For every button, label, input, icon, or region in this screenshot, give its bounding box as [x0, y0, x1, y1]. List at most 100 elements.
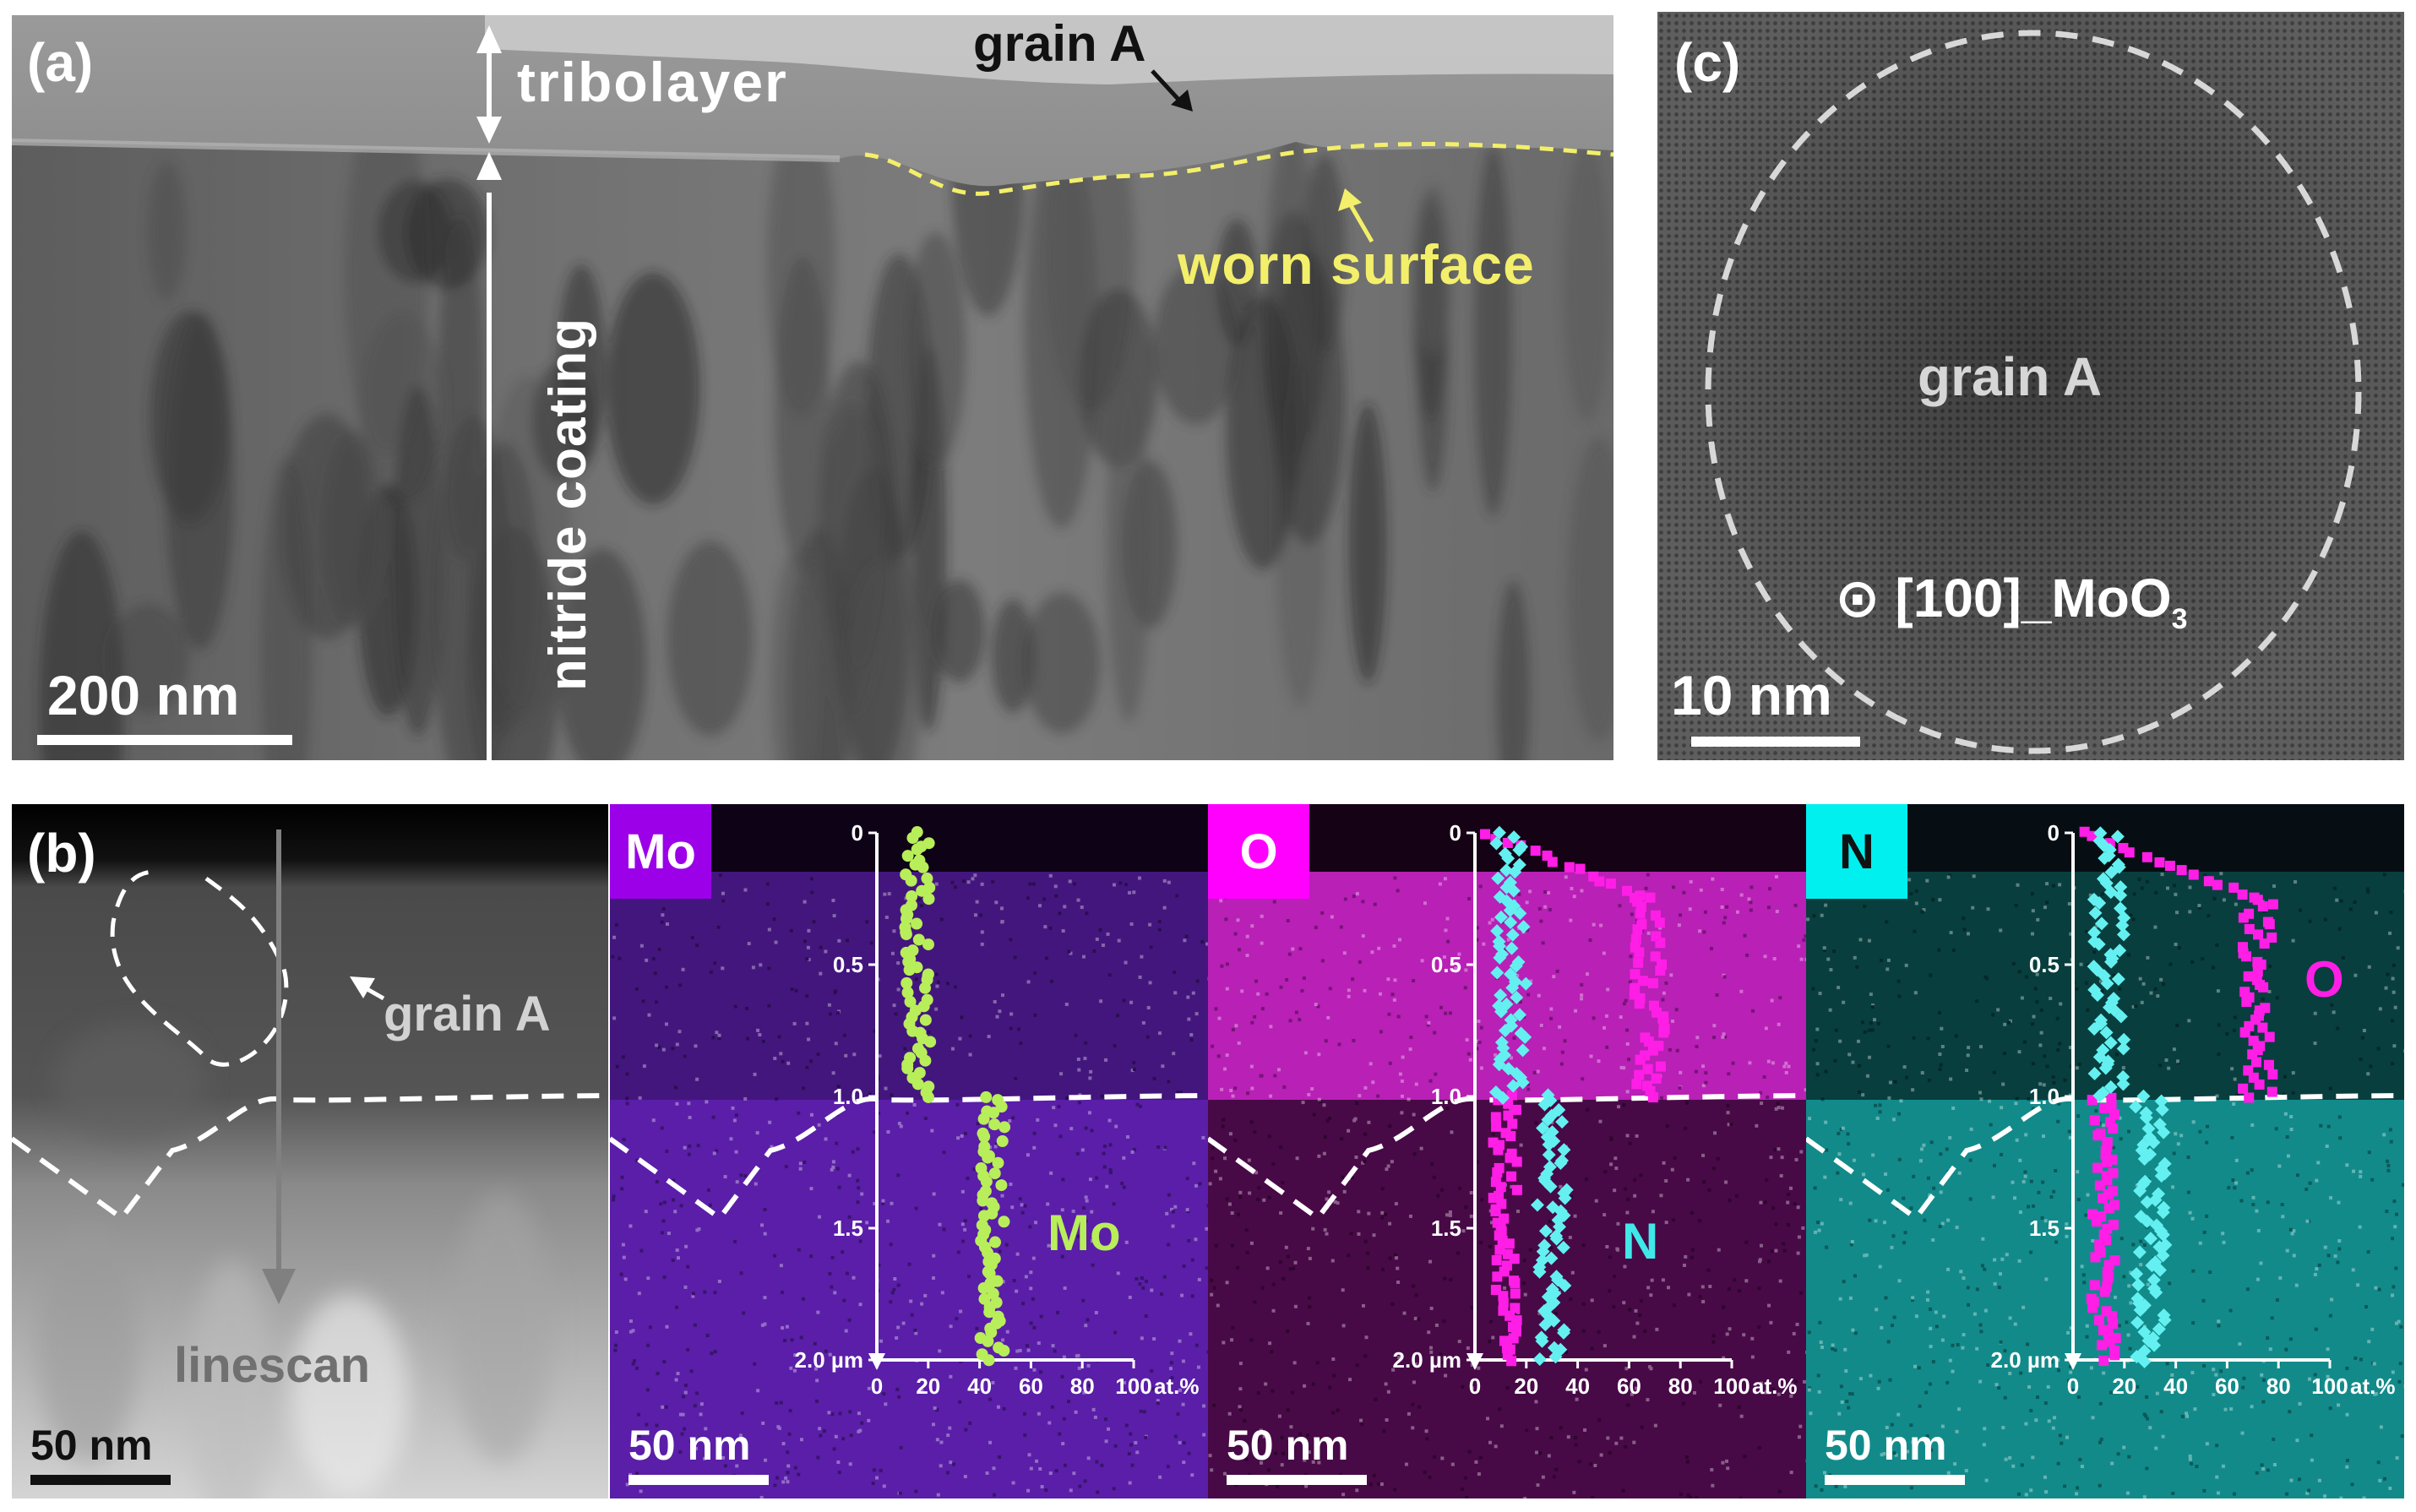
data-point-mo	[977, 1281, 990, 1294]
data-point-n	[2114, 880, 2128, 895]
data-point-o	[1492, 1167, 1503, 1178]
data-point-mo	[922, 1090, 934, 1103]
data-point-n	[2147, 1135, 2161, 1150]
data-point-n	[2143, 1232, 2158, 1246]
data-point-n	[2129, 1100, 2143, 1114]
data-point-o	[2106, 1092, 2117, 1103]
data-point-o	[1511, 1156, 1522, 1167]
data-point-n	[2104, 955, 2119, 969]
y-tick-label: 1.5	[833, 1216, 863, 1241]
data-point-mo	[912, 933, 925, 946]
data-point-n	[1508, 865, 1522, 879]
data-point-n	[2114, 1009, 2128, 1024]
data-point-o	[2241, 997, 2252, 1008]
data-point-n	[2137, 1344, 2152, 1358]
data-point-n	[2116, 1077, 2130, 1091]
zone-axis-label: ⊙ [100]_MoO3	[1835, 571, 2188, 634]
x-tick-label: 0	[871, 1373, 883, 1399]
data-point-n	[2103, 1080, 2118, 1094]
data-point-n	[2148, 1193, 2163, 1207]
data-point-o	[1498, 1297, 1509, 1308]
data-point-mo	[982, 1335, 994, 1347]
y-tick-label: 1.0	[833, 1084, 863, 1109]
series-label-o: O	[2304, 951, 2344, 1008]
data-point-n	[2094, 916, 2109, 931]
map-scalebar-text: 50 nm	[628, 1422, 751, 1469]
data-point-o	[2098, 1355, 2109, 1366]
map-scalebar-text: 50 nm	[1825, 1422, 1947, 1469]
data-point-n	[1538, 1318, 1553, 1332]
data-point-n	[2137, 1151, 2152, 1166]
data-point-o	[2089, 1115, 2100, 1126]
data-point-n	[1558, 1278, 1572, 1292]
data-point-mo	[922, 893, 935, 906]
x-tick-label: 20	[1514, 1373, 1538, 1399]
data-point-n	[1498, 1024, 1512, 1038]
data-point-mo	[995, 1101, 1008, 1113]
data-point-n	[1496, 1090, 1510, 1105]
data-point-n	[1506, 884, 1521, 898]
data-point-o	[1643, 1036, 1654, 1047]
data-point-n	[1492, 825, 1506, 840]
panel-c-scalebar	[1691, 737, 1860, 747]
data-point-n	[1556, 1240, 1570, 1254]
data-point-n	[2088, 906, 2103, 920]
data-point-n	[1549, 1232, 1564, 1246]
data-point-o	[1632, 924, 1643, 935]
data-point-n	[1515, 1043, 1530, 1058]
data-point-o	[1491, 1121, 1502, 1132]
data-point-o	[2109, 1109, 2119, 1120]
data-point-o	[2259, 938, 2270, 949]
data-point-o	[2267, 1069, 2278, 1080]
data-point-o	[2251, 1057, 2262, 1068]
data-point-o	[2254, 1079, 2265, 1090]
map-scalebar-text: 50 nm	[1227, 1422, 1349, 1469]
data-point-o	[2087, 1303, 2098, 1313]
y-tick-label: 0.5	[2029, 952, 2060, 977]
data-point-mo	[901, 850, 914, 862]
data-point-o	[1492, 1271, 1503, 1282]
data-point-n	[2087, 982, 2102, 997]
data-point-n	[1546, 1200, 1560, 1215]
tem-micrograph	[12, 15, 1613, 760]
data-point-o	[1631, 1079, 1642, 1090]
data-point-n	[1494, 1004, 1508, 1019]
y-tick-label: 0.5	[1431, 952, 1461, 977]
x-tick-label: 60	[1617, 1373, 1641, 1399]
data-point-n	[2087, 1066, 2102, 1080]
data-point-o	[2176, 865, 2187, 876]
data-point-o	[1494, 1244, 1505, 1255]
data-point-n	[1532, 1352, 1547, 1366]
data-point-o	[2141, 851, 2152, 862]
linescan-axes: 0 20 40 60 80 100 at.% 0 0.5 1.0 1.5 2.0 µm	[795, 820, 1200, 1399]
grain-a-label: grain A	[973, 15, 1146, 72]
data-point-n	[2087, 926, 2102, 940]
data-point-n	[2116, 1069, 2130, 1084]
data-point-n	[2156, 1205, 2170, 1220]
data-point-mo	[982, 1354, 995, 1367]
data-point-n	[1504, 967, 1518, 982]
map-scalebar	[1825, 1475, 1965, 1485]
data-point-mo	[977, 1210, 990, 1222]
panel-c-scalebar-text: 10 nm	[1671, 664, 1832, 726]
y-tick-label: 0	[852, 820, 863, 846]
data-point-o	[2247, 1049, 2258, 1060]
data-point-n	[1503, 903, 1517, 917]
data-point-mo	[980, 1175, 993, 1188]
data-point-o	[2090, 1252, 2101, 1263]
element-tag-mo: Mo	[610, 804, 711, 899]
x-axis-label: at.%	[1154, 1373, 1199, 1399]
panel-c-hrtem-image: (c) grain A ⊙ [100]_MoO3 10 nm	[1657, 12, 2404, 760]
data-point-o	[2096, 1340, 2107, 1351]
data-point-n	[2087, 1021, 2102, 1036]
data-point-o	[2124, 847, 2135, 858]
data-point-o	[2244, 923, 2255, 934]
data-point-n	[1557, 1143, 1571, 1157]
data-point-n	[1494, 988, 1508, 1003]
data-point-n	[1541, 1290, 1555, 1304]
y-tick-label: 0	[2048, 820, 2060, 846]
data-point-o	[2104, 1336, 2115, 1347]
data-point-o	[1491, 1254, 1502, 1265]
x-tick-label: 40	[967, 1373, 992, 1399]
x-tick-label: 0	[1469, 1373, 1481, 1399]
